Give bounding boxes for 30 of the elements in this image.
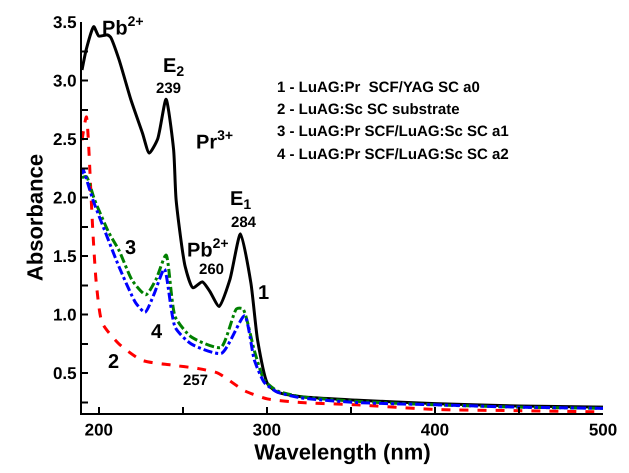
- annotation: 1: [258, 282, 270, 304]
- annotation: 3 - LuAG:Pr SCF/LuAG:Sc SC a1: [277, 123, 509, 140]
- annotation: E$_{1}$: [230, 188, 252, 212]
- y-axis-title: Absorbance: [22, 154, 48, 282]
- annotation: Pb$^{2+}$: [102, 13, 144, 40]
- annotation: 257: [183, 372, 208, 389]
- x-axis-title: Wavelength (nm): [254, 439, 431, 464]
- annotation: 2 - LuAG:Sc SC substrate: [277, 101, 460, 118]
- annotation: 4 - LuAG:Pr SCF/LuAG:Sc SC a2: [277, 146, 509, 163]
- x-tick-label: 200: [84, 420, 113, 440]
- y-tick-label: 3.0: [52, 71, 77, 90]
- annotation: 4: [151, 321, 163, 343]
- annotation: 2: [108, 351, 120, 373]
- annotation: 284: [231, 214, 257, 231]
- annotation: 1 - LuAG:Pr SCF/YAG SC a0: [277, 79, 480, 96]
- x-tick-label: 500: [588, 420, 618, 440]
- x-tick-label: 400: [420, 420, 450, 440]
- annotation: 260: [199, 261, 224, 278]
- annotation: 3: [125, 237, 136, 259]
- annotation: Pr$^{3+}$: [196, 127, 234, 154]
- y-tick-label: 2.0: [52, 188, 77, 208]
- annotation: 239: [156, 80, 182, 97]
- annotation: Pb$^{2+}$: [187, 235, 229, 262]
- annotation: E$_{2}$: [163, 55, 184, 80]
- y-tick-label: 2.5: [52, 130, 77, 150]
- y-tick-label: 1.0: [52, 306, 77, 325]
- x-tick-label: 300: [252, 420, 282, 440]
- y-tick-label: 3.5: [52, 12, 77, 32]
- y-tick-label: 1.5: [52, 247, 77, 266]
- y-tick-label: 0.5: [52, 364, 77, 384]
